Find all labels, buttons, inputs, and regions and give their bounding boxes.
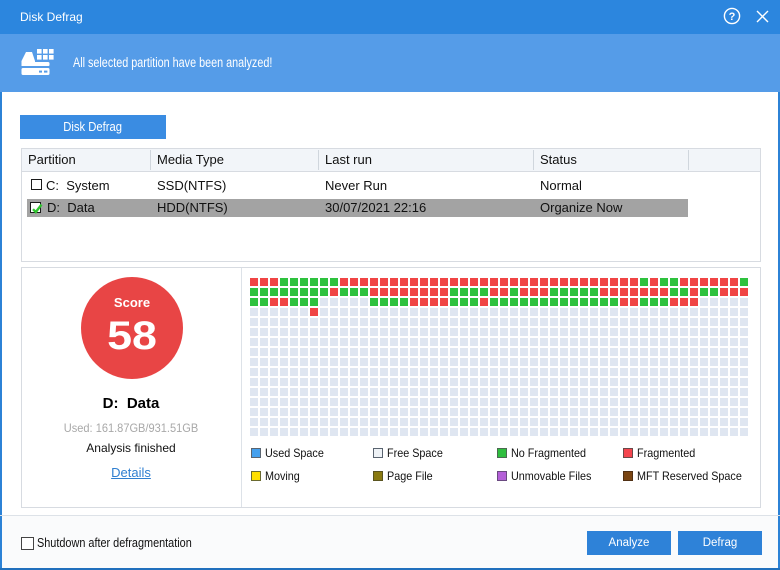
svg-text:?: ? xyxy=(729,11,736,23)
